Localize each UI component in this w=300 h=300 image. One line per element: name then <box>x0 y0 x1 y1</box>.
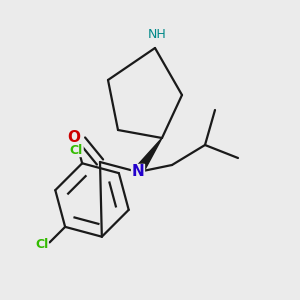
Text: Cl: Cl <box>70 143 83 157</box>
Text: N: N <box>132 164 144 179</box>
Polygon shape <box>134 138 162 175</box>
Text: Cl: Cl <box>35 238 48 251</box>
Text: O: O <box>68 130 80 146</box>
Text: NH: NH <box>148 28 166 40</box>
